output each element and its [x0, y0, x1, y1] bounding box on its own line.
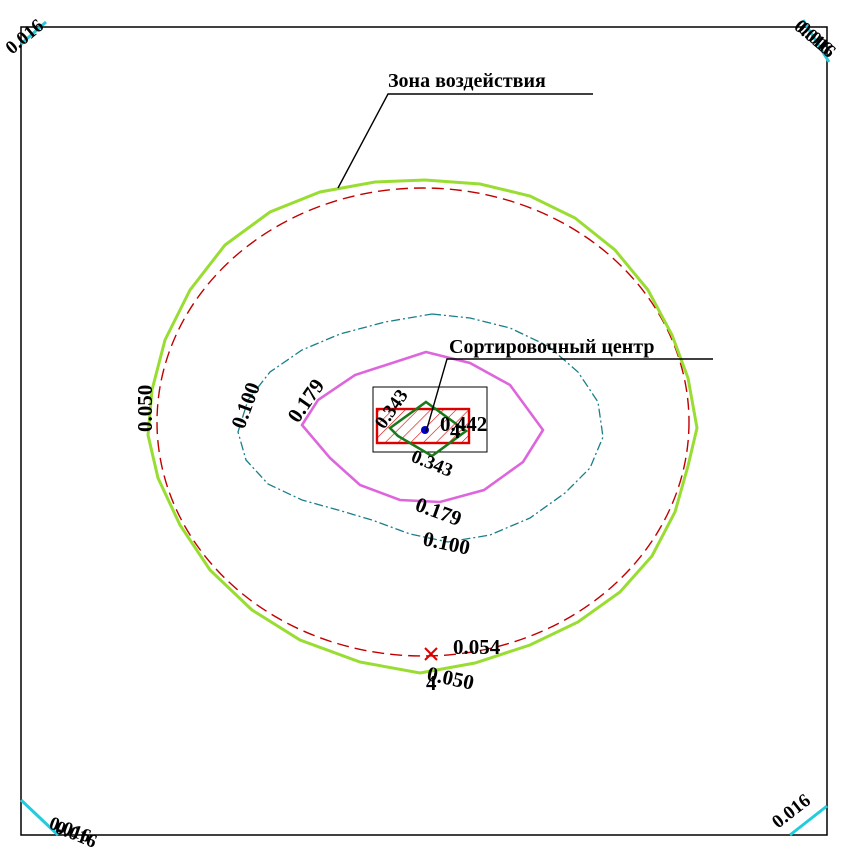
impact-zone-leader — [337, 93, 593, 189]
contour-0-050 — [146, 178, 699, 675]
corner-label-top-left: 0.016 — [2, 15, 48, 59]
emission-source-area — [375, 407, 471, 445]
corner-mark-top-right — [801, 19, 831, 63]
contour-0-179 — [300, 350, 545, 504]
label-max-4: 4 — [450, 419, 461, 443]
label-arrow-4: 4 — [426, 671, 437, 695]
label-0-050-left: 0.050 — [133, 385, 157, 432]
max-concentration-marker — [424, 647, 438, 661]
contour-0-343 — [388, 400, 469, 458]
map-frame — [20, 26, 828, 836]
corner-marks — [19, 19, 831, 837]
label-0-054: 0.054 — [453, 635, 501, 659]
sorting-center-leader — [425, 358, 713, 433]
label-0-343-bottom: 0.343 — [408, 446, 456, 481]
label-0-100-left: 0.100 — [226, 379, 265, 432]
impact-zone-label: Зона воздействия — [388, 70, 546, 92]
corner-mark-bottom-left — [19, 798, 60, 837]
sorting-center-label: Сортировочный центр — [449, 336, 654, 358]
corner-mark-bottom-right — [789, 804, 828, 837]
label-0-179-left: 0.179 — [282, 374, 329, 426]
sorting-center-building — [372, 386, 488, 453]
corner-label-bottom-right: 0.016 — [768, 790, 815, 833]
label-0-442: 0.442 — [440, 412, 487, 436]
corner-mark-top-left — [20, 20, 47, 46]
impact-zone-boundary — [156, 187, 690, 657]
label-0-100-bottom: 0.100 — [421, 526, 472, 559]
contour-0-100 — [237, 313, 604, 543]
